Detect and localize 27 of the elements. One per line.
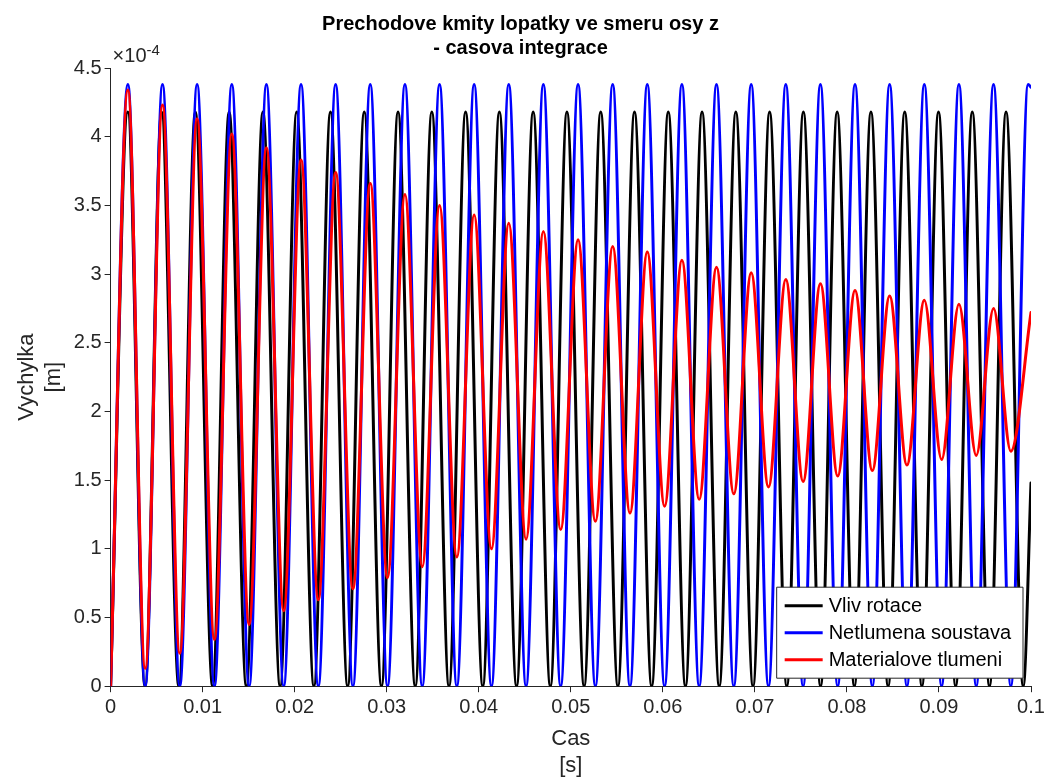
x-tick-label: 0.07 <box>735 694 775 717</box>
legend-label: Vliv rotace <box>828 594 923 617</box>
y-tick-label: 4.5 <box>73 55 102 78</box>
y-tick-label: 0.5 <box>73 605 102 628</box>
x-tick-label: 0.01 <box>183 694 223 717</box>
y-tick-label: 1.5 <box>73 467 102 490</box>
y-tick-label: 3 <box>90 261 102 284</box>
x-tick-label: 0.06 <box>643 694 683 717</box>
x-tick-label: 0.03 <box>367 694 407 717</box>
chart-title: Prechodove kmity lopatky ve smeru osy z - casova integrace <box>322 11 719 58</box>
y-tick-label: 0 <box>90 673 102 696</box>
x-tick-label: 0.1 <box>1017 694 1045 717</box>
x-tick-label: 0.05 <box>551 694 591 717</box>
x-tick-label: 0 <box>105 694 117 717</box>
y-tick-label: 1 <box>90 536 102 559</box>
y-tick-label: 3.5 <box>73 192 102 215</box>
y-tick-label: 4 <box>90 124 102 147</box>
x-tick-label: 0.04 <box>459 694 499 717</box>
legend-label: Materialove tlumeni <box>828 648 1003 671</box>
x-tick-label: 0.09 <box>919 694 959 717</box>
x-tick-label: 0.08 <box>827 694 867 717</box>
x-axis-title: Cas [s] <box>551 725 591 777</box>
y-axis-title: Vychylka [m] <box>13 332 65 421</box>
x-tick-label: 0.02 <box>275 694 315 717</box>
legend-label: Netlumena soustava <box>828 621 1012 644</box>
y-tick-label: 2.5 <box>73 330 102 353</box>
y-tick-label: 2 <box>90 398 102 421</box>
